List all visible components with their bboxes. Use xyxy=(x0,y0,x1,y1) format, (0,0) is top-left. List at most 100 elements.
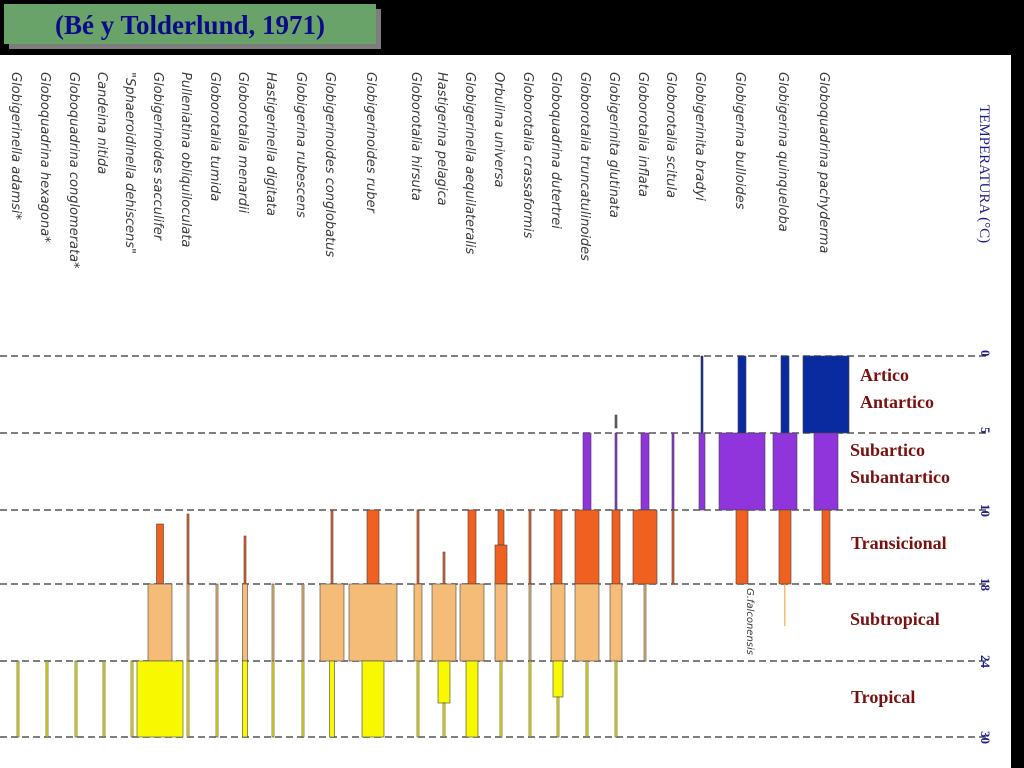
distribution-bar xyxy=(611,509,621,585)
distribution-bar xyxy=(784,584,786,626)
distribution-bar xyxy=(582,432,592,511)
diagram-panel: Globigerinella adamsi* Globoquadrina hexa… xyxy=(0,55,1011,768)
distribution-bar xyxy=(156,523,164,585)
species-label: Globigerinoides conglobatus xyxy=(322,72,337,257)
species-label: Globigerinita bradyi xyxy=(692,72,707,201)
distribution-bar xyxy=(467,509,477,585)
distribution-bar xyxy=(130,660,134,738)
species-label: Globorotalia inflata xyxy=(635,72,650,197)
species-label: Globigerinita glutinata xyxy=(606,72,621,218)
distribution-bar xyxy=(74,660,78,738)
distribution-bar xyxy=(499,660,503,738)
zone-label: Tropical xyxy=(851,687,915,707)
species-label: Globoquadrina hexagona* xyxy=(37,72,52,243)
temperature-tick: 30 xyxy=(978,731,993,744)
distribution-bar xyxy=(632,509,658,585)
species-label: Globoquadrina pachyderma xyxy=(816,72,831,253)
distribution-bar xyxy=(700,355,704,434)
distribution-bar xyxy=(330,509,334,585)
species-label: Globoquadrina conglomerata* xyxy=(66,72,81,269)
species-label: Orbulina universa xyxy=(491,72,506,188)
temperature-tick: 5 xyxy=(978,427,993,434)
distribution-bar xyxy=(348,583,398,662)
distribution-bar xyxy=(186,583,190,662)
axis-title: TEMPERATURA (°C) xyxy=(976,105,992,243)
species-label: Globoquadrina dutertrei xyxy=(548,72,563,229)
title-banner: (Bé y Tolderlund, 1971) xyxy=(4,4,376,44)
species-label: Globigerinella adamsi* xyxy=(8,72,23,221)
distribution-bar xyxy=(366,509,380,585)
distribution-bar xyxy=(431,583,457,662)
species-label: Globorotalia scitula xyxy=(663,72,678,198)
species-label: Globigerina bulloides xyxy=(732,72,747,210)
distribution-bar xyxy=(271,660,275,738)
species-label: Globigerinella aequilateralis xyxy=(462,72,477,255)
distribution-bar xyxy=(821,509,831,585)
species-label: Globigerinoides sacculifer xyxy=(150,72,165,242)
distribution-bar xyxy=(16,660,20,738)
distribution-bar xyxy=(528,583,532,662)
zone-label: Transicional xyxy=(851,533,947,553)
distribution-bar xyxy=(671,432,675,511)
species-label: Pulleniatina obliquiloculata xyxy=(178,72,193,247)
species-label: Globorotalia crassaformis xyxy=(520,72,535,239)
distribution-bar xyxy=(494,544,508,585)
distribution-bar xyxy=(772,432,798,511)
species-label: Globigerina rubescens xyxy=(293,72,308,218)
distribution-bar xyxy=(574,509,600,585)
distribution-bar xyxy=(735,509,749,585)
distribution-bar xyxy=(442,551,446,585)
distribution-bar xyxy=(271,583,275,662)
distribution-bar xyxy=(442,702,446,738)
distribution-bar xyxy=(465,660,479,738)
species-label: Globigerinoides ruber xyxy=(363,72,378,215)
temperature-distribution-diagram: Globigerinella adamsi* Globoquadrina hexa… xyxy=(0,72,993,744)
species-label: "Sphaeroidinella dehiscens" xyxy=(122,72,137,254)
distribution-bar xyxy=(737,355,747,434)
distribution-bar xyxy=(698,432,706,511)
distribution-bar xyxy=(459,583,485,662)
distribution-bar xyxy=(528,660,532,738)
distribution-bar xyxy=(494,583,508,662)
species-label: Globorotalia hirsuta xyxy=(408,72,423,201)
temperature-tick: 0 xyxy=(978,350,993,357)
distribution-bar xyxy=(553,509,563,585)
distribution-bar xyxy=(102,660,106,738)
distribution-bar xyxy=(614,414,618,429)
distribution-bar xyxy=(319,583,345,662)
distribution-bar xyxy=(671,509,675,585)
distribution-bar xyxy=(301,583,305,662)
falconensis-label: G.falconensis xyxy=(744,588,755,655)
distribution-bar xyxy=(416,660,420,738)
distribution-bar xyxy=(550,583,566,662)
distribution-bar xyxy=(778,509,792,585)
distribution-bar xyxy=(243,535,247,585)
distribution-bar xyxy=(147,583,173,662)
distribution-bar xyxy=(361,660,385,738)
temperature-tick: 18 xyxy=(978,578,993,592)
zone-label: Antartico xyxy=(860,392,934,412)
species-label: Globigerina quinqueloba xyxy=(775,72,790,232)
species-label: Candeina nitida xyxy=(94,72,109,174)
distribution-bar xyxy=(614,432,618,511)
distribution-bar xyxy=(136,660,184,738)
species-label: Globorotalia truncatulinoides xyxy=(577,72,592,261)
species-label: Globorotalia menardii xyxy=(235,72,250,214)
distribution-bar xyxy=(186,660,190,738)
distribution-bar xyxy=(614,660,618,738)
zone-label: Subtropical xyxy=(850,609,940,629)
distribution-bar xyxy=(497,509,505,546)
distribution-bar xyxy=(186,513,190,585)
distribution-bar xyxy=(413,583,423,662)
distribution-bar xyxy=(215,583,219,662)
distribution-bar xyxy=(802,355,850,434)
distribution-bar xyxy=(416,509,420,585)
zone-label: Artico xyxy=(860,365,909,385)
species-label: Hastigerinella digitata xyxy=(263,72,278,216)
distribution-bar xyxy=(718,432,766,511)
zone-label: Subantartico xyxy=(850,467,950,487)
distribution-bar xyxy=(609,583,623,662)
distribution-bar xyxy=(640,432,650,511)
zone-label: Subartico xyxy=(850,440,925,460)
temperature-tick: 10 xyxy=(978,504,993,517)
